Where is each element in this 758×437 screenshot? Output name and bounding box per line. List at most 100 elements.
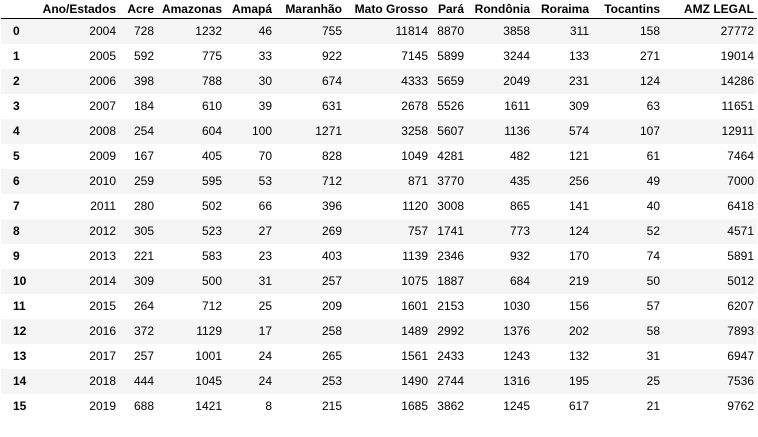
row-index: 2: [13, 74, 20, 88]
table-cell: 712: [321, 174, 342, 188]
table-cell: 1245: [503, 399, 530, 413]
table-cell: 688: [133, 399, 154, 413]
table-cell: 309: [568, 99, 589, 113]
table-cell: 23: [258, 249, 272, 263]
table-cell: 1045: [195, 374, 222, 388]
table-cell: 40: [646, 199, 660, 213]
table-cell: 158: [639, 24, 660, 39]
table-cell: 33: [258, 49, 272, 63]
table-cell: 133: [568, 49, 589, 63]
table-cell: 209: [321, 299, 342, 313]
table-cell: 2012: [89, 224, 116, 238]
table-cell: 46: [258, 24, 272, 39]
table-cell: 2153: [437, 299, 464, 313]
table-cell: 2007: [89, 99, 116, 113]
table-cell: 775: [201, 49, 222, 63]
table-cell: 631: [321, 99, 342, 113]
table-cell: 27: [258, 224, 272, 238]
table-cell: 2009: [89, 149, 116, 163]
table-cell: 617: [568, 399, 589, 413]
table-cell: 8: [265, 399, 272, 413]
table-cell: 19014: [720, 49, 754, 63]
table-cell: 5526: [437, 99, 464, 113]
table-cell: 482: [509, 149, 530, 163]
table-cell: 100: [251, 124, 272, 138]
table-cell: 7536: [727, 374, 754, 388]
table-cell: 257: [321, 274, 342, 288]
table-cell: 305: [133, 224, 154, 238]
table-cell: 24: [258, 349, 272, 363]
table-cell: 2015: [89, 299, 116, 313]
table-cell: 4333: [401, 74, 428, 88]
row-index: 8: [13, 224, 20, 238]
table-cell: 30: [258, 74, 272, 88]
table-cell: 1490: [401, 374, 428, 388]
table-cell: 49: [646, 174, 660, 188]
table-cell: 31: [646, 349, 660, 363]
table-cell: 755: [321, 24, 342, 39]
table-cell: 1271: [315, 124, 342, 138]
table-cell: 107: [639, 124, 660, 138]
table-row: 4 2008 254 604 100 1271 3258 5607 1136 574 107 1291…: [1, 118, 757, 144]
table-cell: 70: [258, 149, 272, 163]
table-row: 2 2006 398 788 30 674 4333 5659 2049 231 124 14286: [1, 68, 757, 94]
table-cell: 3008: [437, 199, 464, 213]
table-cell: 27772: [720, 24, 754, 39]
table-cell: 221: [133, 249, 154, 263]
table-cell: 1601: [401, 299, 428, 313]
table-cell: 372: [133, 324, 154, 338]
table-cell: 2005: [89, 49, 116, 63]
column-header: AMZ LEGAL: [663, 0, 757, 19]
table-cell: 1421: [195, 399, 222, 413]
table-cell: 2678: [401, 99, 428, 113]
table-cell: 1316: [503, 374, 530, 388]
table-cell: 4281: [437, 149, 464, 163]
table-header-row: Ano/Estados Acre Amazonas Amapá Maranhão Mato…: [1, 0, 757, 19]
table-cell: 2018: [89, 374, 116, 388]
table-cell: 500: [201, 274, 222, 288]
table-cell: 311: [569, 24, 589, 39]
table-cell: 309: [133, 274, 154, 288]
table-cell: 405: [201, 149, 222, 163]
table-cell: 25: [646, 374, 660, 388]
row-index: 14: [13, 374, 27, 388]
table-cell: 257: [133, 349, 154, 363]
table-cell: 24: [258, 374, 272, 388]
column-header: Roraima: [533, 0, 592, 19]
table-row: 7 2011 280 502 66 396 1120 3008 865 141 40 6418: [1, 193, 757, 219]
table-cell: 5659: [437, 74, 464, 88]
row-index: 13: [13, 349, 27, 363]
table-row: 0 2004 728 1232 46 755 11814 8870 3858 311 158 2777…: [1, 18, 757, 44]
table-cell: 53: [258, 174, 272, 188]
table-cell: 5607: [437, 124, 464, 138]
table-body: 0 2004 728 1232 46 755 11814 8870 3858 311 158 2777…: [1, 18, 757, 419]
table-cell: 2016: [89, 324, 116, 338]
table-cell: 2004: [89, 24, 116, 39]
table-cell: 25: [258, 299, 272, 313]
table-cell: 269: [321, 224, 342, 238]
table-cell: 595: [201, 174, 222, 188]
row-index: 12: [13, 324, 27, 338]
row-index: 5: [13, 149, 20, 163]
table-cell: 398: [133, 74, 154, 88]
table-cell: 1049: [401, 149, 428, 163]
table-cell: 8870: [437, 24, 464, 39]
table-cell: 202: [568, 324, 589, 338]
table-cell: 280: [133, 199, 154, 213]
table-cell: 773: [509, 224, 530, 238]
table-cell: 1030: [503, 299, 530, 313]
table-cell: 2049: [503, 74, 530, 88]
table-cell: 3244: [503, 49, 530, 63]
table-cell: 2433: [437, 349, 464, 363]
column-header: Pará: [431, 0, 467, 19]
table-cell: 52: [646, 224, 660, 238]
table-cell: 871: [407, 174, 428, 188]
table-cell: 66: [258, 199, 272, 213]
table-cell: 124: [568, 224, 589, 238]
table-cell: 121: [568, 149, 589, 163]
table-cell: 12911: [721, 124, 754, 138]
table-cell: 3858: [503, 24, 530, 39]
table-cell: 583: [201, 249, 222, 263]
table-cell: 11651: [721, 99, 754, 113]
table-row: 9 2013 221 583 23 403 1139 2346 932 170 74 5891: [1, 243, 757, 269]
